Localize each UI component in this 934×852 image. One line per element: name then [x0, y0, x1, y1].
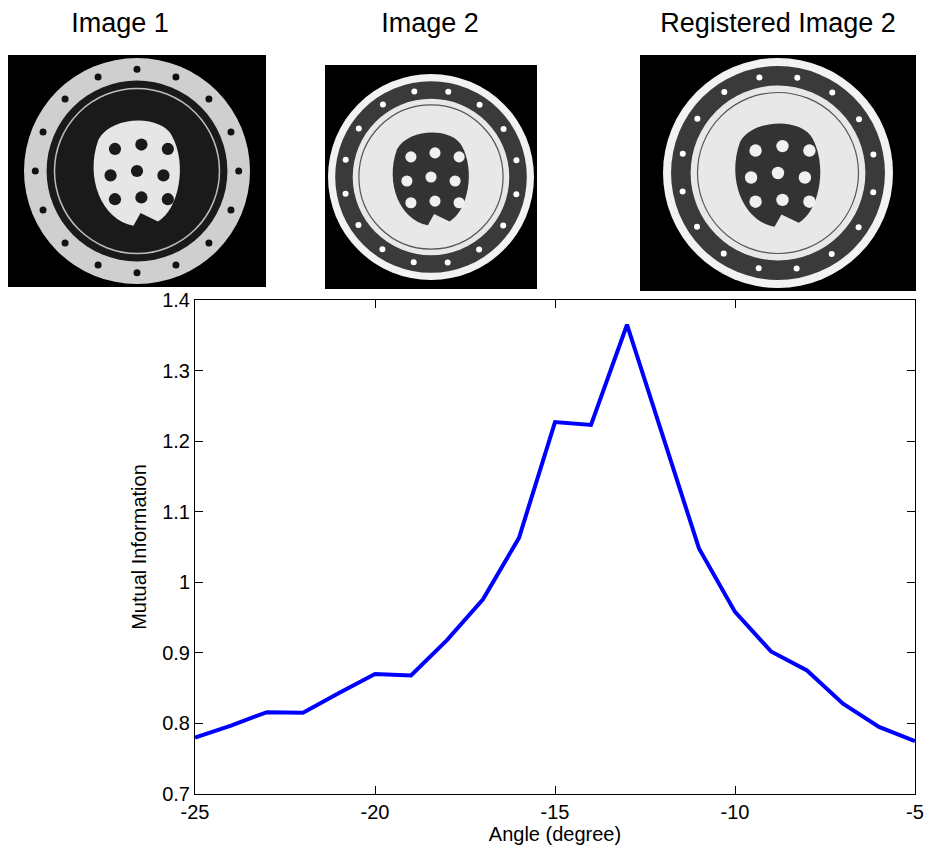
svg-text:Registered Image 2: Registered Image 2 [660, 8, 896, 38]
svg-text:-5: -5 [906, 801, 924, 823]
svg-text:-15: -15 [541, 801, 570, 823]
svg-text:Mutual Information: Mutual Information [128, 464, 150, 630]
svg-text:1.3: 1.3 [162, 360, 190, 382]
svg-text:1.4: 1.4 [162, 289, 190, 311]
svg-text:Image 2: Image 2 [381, 8, 479, 38]
svg-text:Angle (degree): Angle (degree) [489, 823, 621, 845]
svg-text:-25: -25 [181, 801, 210, 823]
svg-text:Image 1: Image 1 [71, 8, 169, 38]
svg-text:1: 1 [179, 571, 190, 593]
svg-text:1.1: 1.1 [162, 501, 190, 523]
svg-text:1.2: 1.2 [162, 430, 190, 452]
svg-text:0.7: 0.7 [162, 783, 190, 805]
svg-text:0.8: 0.8 [162, 712, 190, 734]
svg-text:-20: -20 [361, 801, 390, 823]
svg-text:0.9: 0.9 [162, 642, 190, 664]
svg-text:-10: -10 [721, 801, 750, 823]
